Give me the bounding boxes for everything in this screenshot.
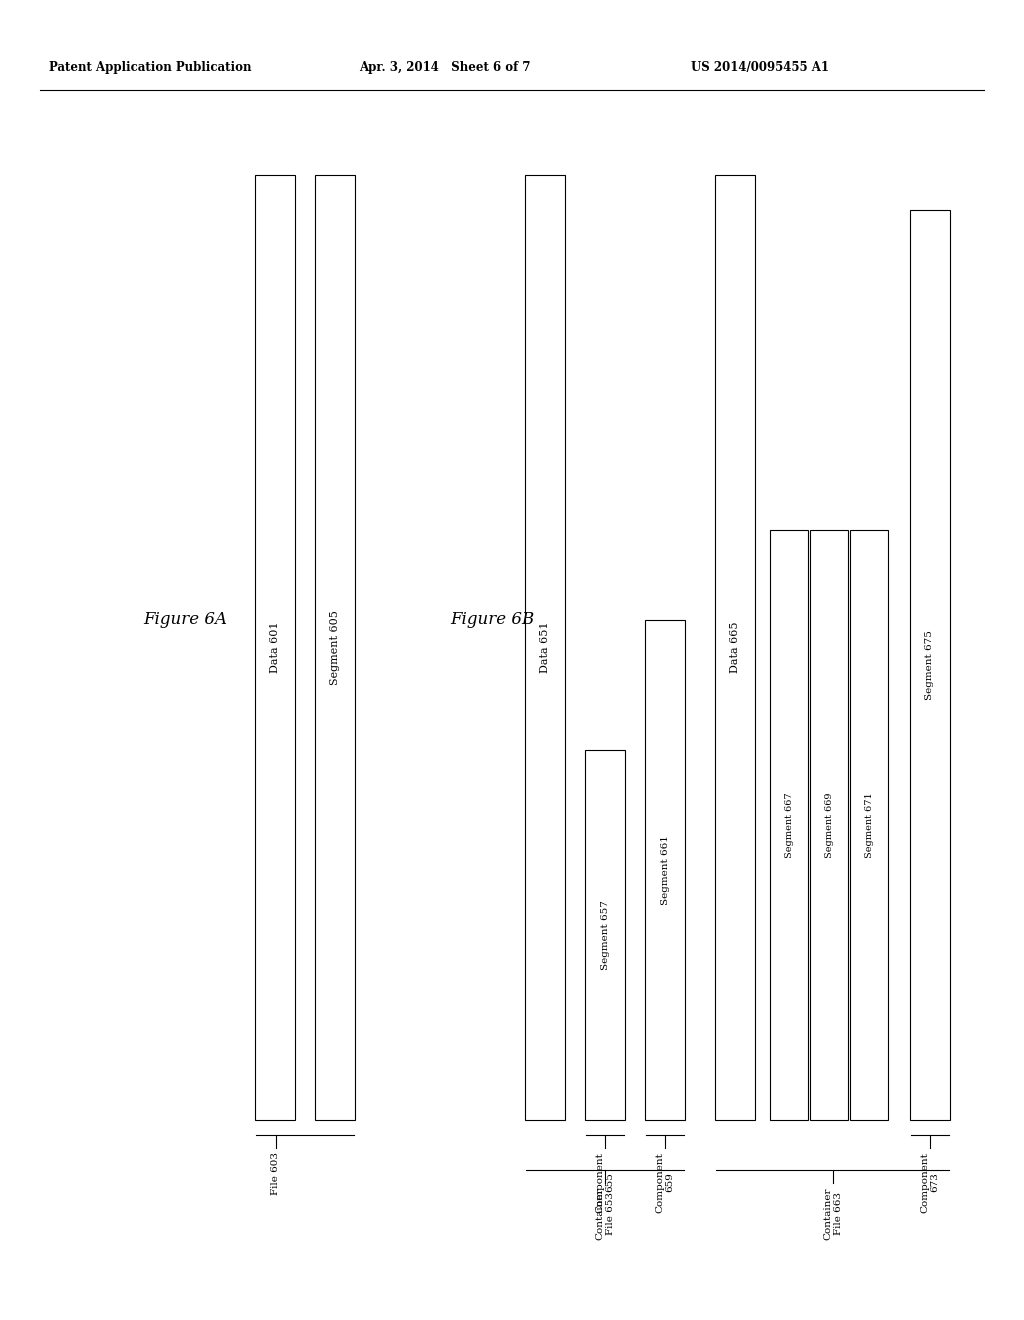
Text: Segment 671: Segment 671 [864,792,873,858]
Text: US 2014/0095455 A1: US 2014/0095455 A1 [691,62,829,74]
Text: Segment 605: Segment 605 [330,610,340,685]
Bar [910,210,950,1119]
Text: Data 651: Data 651 [540,622,550,673]
Text: Figure 6A: Figure 6A [143,611,227,628]
Bar [645,620,685,1119]
Bar [585,750,625,1119]
Text: Component
655: Component 655 [595,1152,614,1213]
Text: Component
673: Component 673 [921,1152,940,1213]
Text: Segment 675: Segment 675 [926,630,935,700]
Text: Segment 667: Segment 667 [784,792,794,858]
Text: Component
659: Component 659 [655,1152,675,1213]
Bar [850,531,888,1119]
Text: Figure 6B: Figure 6B [450,611,535,628]
Text: Data 601: Data 601 [270,622,280,673]
Text: Container
File 653: Container File 653 [595,1187,614,1239]
Text: Segment 669: Segment 669 [824,792,834,858]
Text: File 603: File 603 [271,1152,281,1195]
Text: Data 665: Data 665 [730,622,740,673]
Text: Segment 657: Segment 657 [600,900,609,970]
Bar [770,531,808,1119]
Bar [810,531,848,1119]
Text: Segment 661: Segment 661 [660,836,670,906]
Text: Container
File 663: Container File 663 [823,1187,843,1239]
Bar [315,176,355,1119]
Bar [715,176,755,1119]
Bar [525,176,565,1119]
Text: Patent Application Publication: Patent Application Publication [49,62,251,74]
Text: Apr. 3, 2014   Sheet 6 of 7: Apr. 3, 2014 Sheet 6 of 7 [359,62,530,74]
Bar [255,176,295,1119]
